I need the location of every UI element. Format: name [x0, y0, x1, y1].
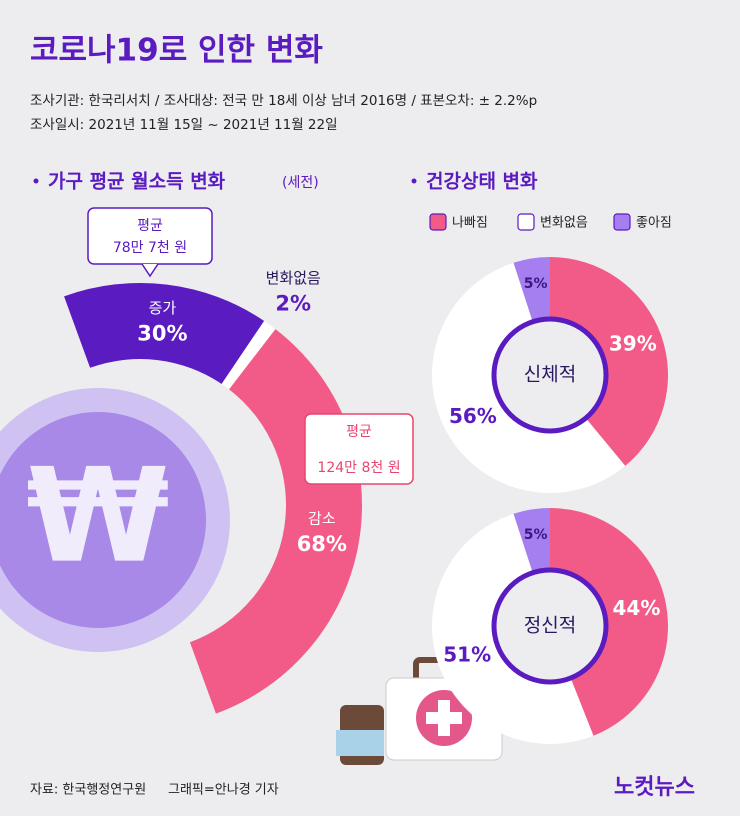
center-label: 신체적 — [524, 364, 576, 386]
legend-label: 나빠짐 — [452, 216, 488, 231]
callout-pointer — [141, 263, 159, 278]
value-label: 39% — [609, 332, 657, 356]
section-title: 가구 평균 월소득 변화 — [48, 171, 226, 193]
legend-swatch — [613, 213, 631, 231]
bullet — [411, 178, 417, 184]
segment-label: 감소 — [308, 510, 336, 528]
value-label: 30% — [137, 321, 187, 345]
legend-swatch — [429, 213, 447, 231]
bottle-label — [336, 730, 384, 756]
coin: ₩ — [0, 388, 230, 652]
value-label: 68% — [297, 532, 347, 556]
pie-segment — [550, 257, 669, 466]
pie-segment — [550, 508, 669, 736]
ring-segment — [64, 283, 265, 384]
credit: 그래픽=안나경 기자 — [168, 783, 279, 798]
pie-hole — [491, 316, 609, 434]
title: 코로나19로 인한 변화 — [30, 33, 323, 69]
source: 자료: 한국행정연구원 — [30, 782, 146, 798]
ring-segment — [221, 320, 276, 390]
value-label: 2% — [275, 292, 311, 316]
callout-text: 평균 — [346, 424, 372, 440]
value-label: 56% — [449, 404, 497, 428]
pie-hole — [491, 567, 609, 685]
legend-swatch — [517, 213, 535, 231]
bullet — [33, 178, 39, 184]
center-label: 정신적 — [524, 615, 576, 637]
survey-date: 조사일시: 2021년 11월 15일 ~ 2021년 11월 22일 — [30, 117, 338, 133]
value-label: 44% — [613, 596, 661, 620]
section-subtitle: (세전) — [282, 175, 319, 191]
value-label: 5% — [524, 527, 548, 543]
logo: 노컷뉴스 — [614, 775, 695, 800]
callout-box — [304, 413, 414, 485]
callout-text: 124만 8천 원 — [317, 460, 400, 476]
value-label: 5% — [524, 276, 548, 292]
legend-label: 변화없음 — [540, 216, 588, 231]
segment-label: 증가 — [149, 299, 177, 317]
coin-inner — [0, 412, 206, 628]
callout-text: 78만 7천 원 — [113, 240, 187, 256]
survey-info: 조사기관: 한국리서치 / 조사대상: 전국 만 18세 이상 남녀 2016명… — [30, 93, 537, 109]
kit-cross — [426, 712, 462, 724]
legend-label: 좋아짐 — [636, 216, 672, 231]
section-title: 건강상태 변화 — [426, 171, 538, 193]
segment-label: 변화없음 — [266, 269, 321, 287]
value-label: 51% — [443, 642, 491, 666]
won-sign: ₩ — [26, 440, 169, 592]
callout-text: 평균 — [137, 218, 163, 234]
